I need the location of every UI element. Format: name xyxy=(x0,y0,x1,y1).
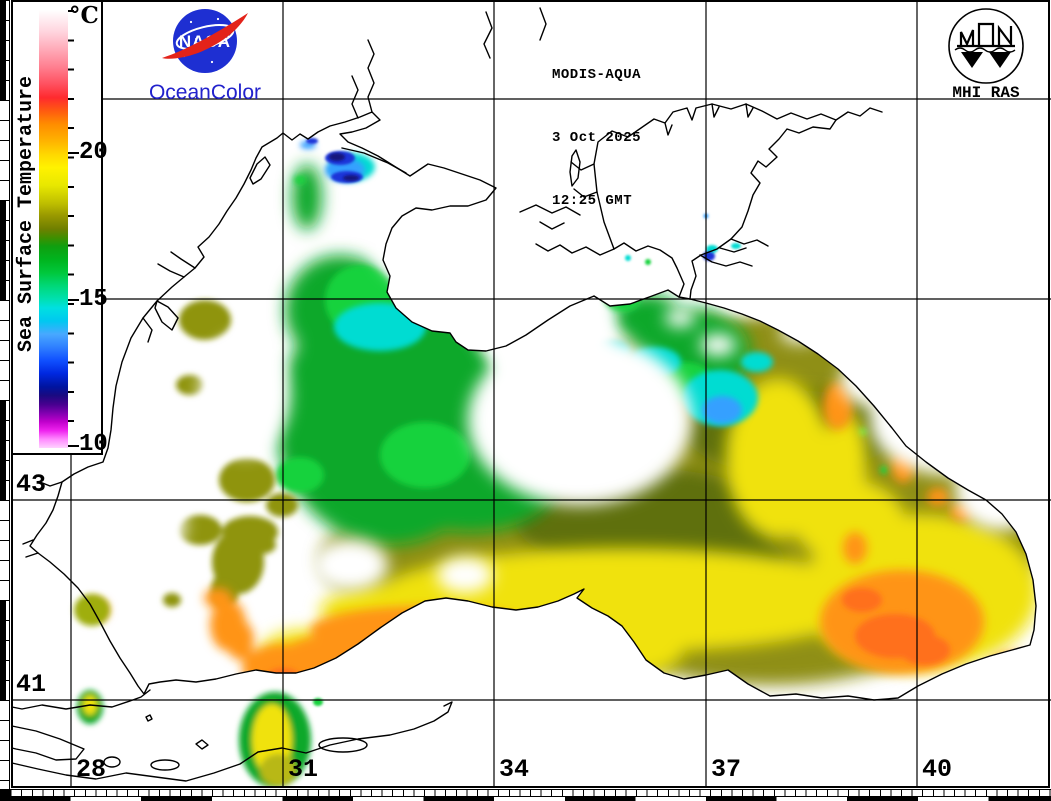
corner-block xyxy=(0,789,11,801)
marmara-south-shore xyxy=(11,701,453,782)
product-sensor: MODIS-AQUA xyxy=(552,67,642,83)
colorbar-label-20: 20 xyxy=(79,139,108,166)
black-sea-coastline xyxy=(29,111,1037,701)
colorbar-tick-15 xyxy=(68,299,79,301)
bulgarian-lakes xyxy=(22,481,63,558)
gallipoli-peninsula xyxy=(11,725,85,761)
colorbar-tick-10 xyxy=(68,445,79,447)
nasa-oceancolor-logo: NASA OceanColor xyxy=(146,6,264,105)
colorbar-label-10: 10 xyxy=(79,431,108,458)
bottom-ruler-ticks xyxy=(0,789,1051,797)
lat-label-41: 41 xyxy=(16,670,47,699)
bottom-ruler-bar xyxy=(0,797,1051,801)
mhi-ras-logo: MHI RAS xyxy=(936,2,1036,107)
lon-label-40: 40 xyxy=(922,755,953,784)
product-time: 12:25 GMT xyxy=(552,193,633,209)
mhi-emblem-icon: MHI RAS xyxy=(948,8,1024,102)
colorbar-title: Sea Surface Temperature xyxy=(15,75,38,353)
danube-lagoons xyxy=(142,300,179,343)
molochny-liman xyxy=(569,149,581,187)
tendra-spit xyxy=(341,147,407,174)
dniester-liman xyxy=(249,156,271,185)
marmara-north-shore xyxy=(11,689,151,710)
rivers xyxy=(157,7,883,278)
colorbar-tick-20 xyxy=(68,152,79,154)
manyas-lake xyxy=(103,756,121,768)
coastlines xyxy=(11,7,1037,782)
nasa-meatball-icon: NASA xyxy=(162,9,248,73)
product-info: MODIS-AQUA 3 Oct 2025 12:25 GMT xyxy=(552,23,641,254)
sst-field-marginal-seas xyxy=(74,213,741,788)
lon-label-34: 34 xyxy=(499,755,530,784)
colorbar-gradient xyxy=(39,10,68,448)
lon-label-28: 28 xyxy=(76,755,107,784)
bottom-border-ruler xyxy=(0,789,1051,801)
product-date: 3 Oct 2025 xyxy=(552,130,642,146)
sst-field xyxy=(82,128,1036,692)
mhi-ras-label: MHI RAS xyxy=(952,84,1020,102)
azov-sea-coastline xyxy=(593,103,837,300)
azov-spits xyxy=(664,103,754,136)
colorbar-legend: Sea Surface Temperature °C 20 15 10 xyxy=(11,0,108,457)
left-border-ruler xyxy=(0,0,11,789)
lon-label-37: 37 xyxy=(711,755,742,784)
lat-label-43: 43 xyxy=(16,470,47,499)
lon-label-31: 31 xyxy=(288,755,319,784)
colorbar-minor-ticks xyxy=(68,10,74,448)
left-ruler-bar xyxy=(0,0,6,789)
iznik-lake xyxy=(318,737,368,753)
ulubat-lake xyxy=(150,759,180,771)
colorbar-label-15: 15 xyxy=(79,286,108,313)
marmara-islands xyxy=(145,714,209,750)
oceancolor-label: OceanColor xyxy=(148,81,262,104)
syvash-lagoons xyxy=(519,161,615,256)
taman-limans xyxy=(699,247,753,267)
